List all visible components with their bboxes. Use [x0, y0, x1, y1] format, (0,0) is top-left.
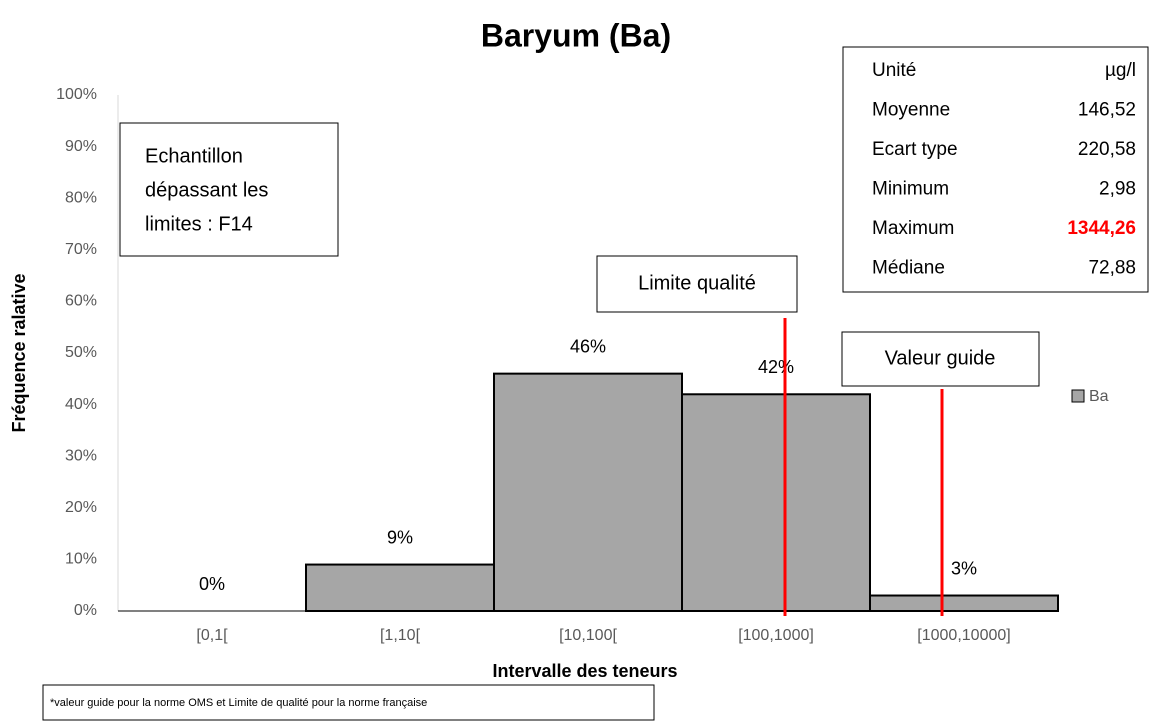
y-axis-label: Fréquence ralative — [9, 273, 29, 432]
data-label: 42% — [758, 357, 794, 377]
bar — [681, 393, 871, 612]
stat-name: Ecart type — [872, 139, 958, 160]
chart-title: Baryum (Ba) — [481, 17, 671, 53]
x-tick-label: [1,10[ — [380, 627, 421, 644]
bar — [869, 594, 1059, 613]
bar — [305, 563, 495, 612]
sample-line: dépassant les — [145, 179, 268, 201]
stat-value: µg/l — [1105, 60, 1136, 81]
stat-name: Maximum — [872, 218, 954, 239]
legend-label: Ba — [1089, 388, 1109, 405]
data-label: 3% — [951, 558, 977, 578]
y-tick-label: 20% — [65, 499, 97, 516]
stat-value: 220,58 — [1078, 139, 1136, 160]
x-tick-label: [1000,10000] — [917, 627, 1010, 644]
sample-line: Echantillon — [145, 145, 243, 167]
annotation-text: Limite qualité — [638, 272, 756, 294]
stat-value: 146,52 — [1078, 100, 1136, 121]
data-label: 46% — [570, 336, 606, 356]
stat-value: 2,98 — [1099, 179, 1136, 200]
y-tick-label: 0% — [74, 602, 97, 619]
data-label: 9% — [387, 527, 413, 547]
annotation-text: Valeur guide — [885, 347, 996, 369]
stat-value: 72,88 — [1088, 258, 1136, 279]
annotation-box — [841, 331, 1040, 387]
footnote: *valeur guide pour la norme OMS et Limit… — [50, 697, 427, 709]
sample-box — [119, 122, 339, 257]
annotation-box — [596, 255, 798, 313]
y-tick-label: 100% — [56, 86, 97, 103]
bar — [493, 372, 683, 613]
x-tick-label: [10,100[ — [559, 627, 617, 644]
stat-name: Minimum — [872, 179, 949, 200]
x-tick-label: [100,1000] — [738, 627, 814, 644]
y-tick-label: 10% — [65, 551, 97, 568]
sample-line: limites : F14 — [145, 213, 253, 235]
stat-name: Moyenne — [872, 100, 950, 121]
y-tick-label: 60% — [65, 293, 97, 310]
y-tick-label: 70% — [65, 241, 97, 258]
x-axis-label: Intervalle des teneurs — [492, 661, 677, 681]
footnote-box — [42, 684, 655, 721]
stats-box — [842, 46, 1149, 293]
y-tick-label: 50% — [65, 344, 97, 361]
y-tick-label: 80% — [65, 189, 97, 206]
stat-name: Unité — [872, 60, 916, 81]
y-tick-label: 30% — [65, 447, 97, 464]
y-tick-label: 90% — [65, 138, 97, 155]
stat-value: 1344,26 — [1067, 218, 1136, 239]
legend-swatch — [1071, 389, 1085, 403]
stat-name: Médiane — [872, 258, 945, 279]
data-label: 0% — [199, 574, 225, 594]
y-tick-label: 40% — [65, 396, 97, 413]
x-tick-label: [0,1[ — [196, 627, 228, 644]
